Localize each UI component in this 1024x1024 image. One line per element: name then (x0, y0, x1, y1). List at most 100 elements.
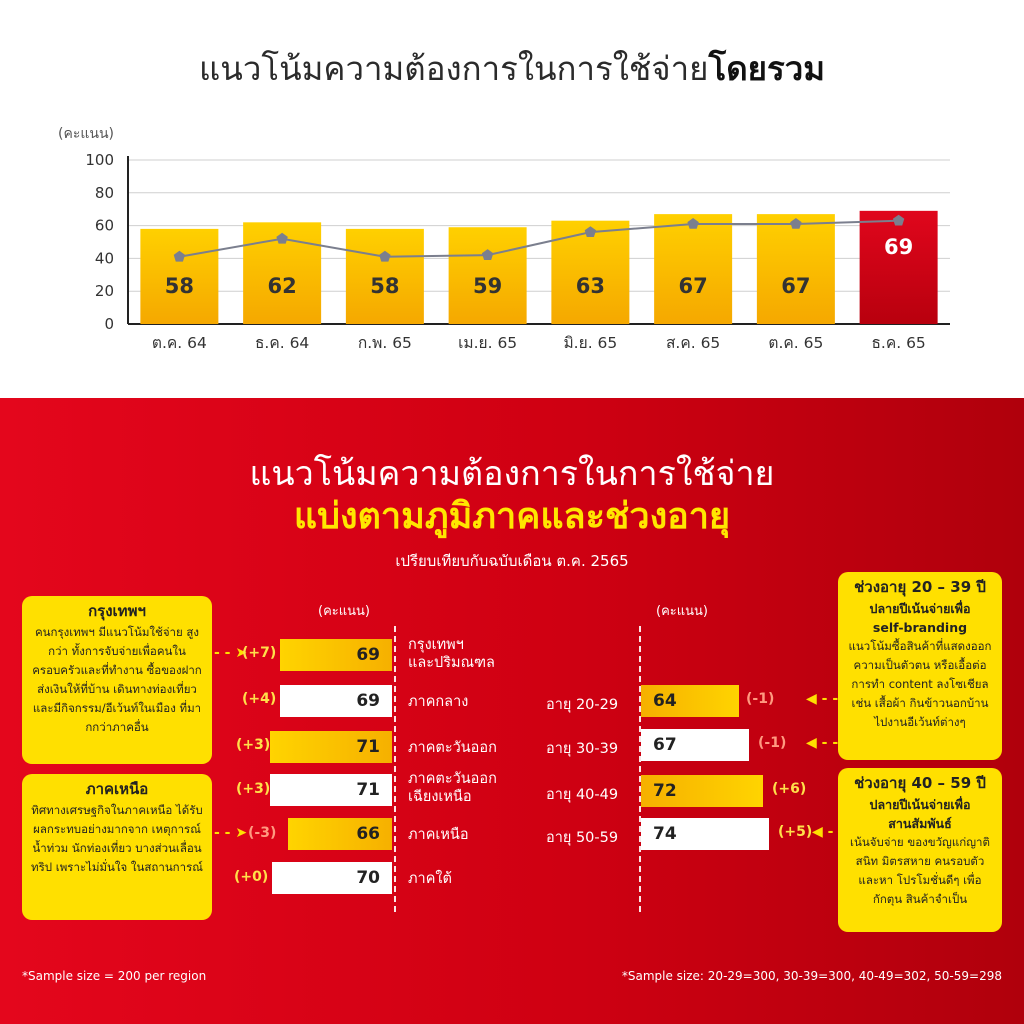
unit-right: (คะแนน) (656, 604, 708, 619)
change-age-50-59: (+5) (778, 824, 813, 840)
footnote-left: *Sample size = 200 per region (22, 969, 207, 983)
arrow-bangkok: - - ➤ (214, 645, 248, 661)
bar-central: 69 (280, 685, 392, 717)
divider-right (639, 626, 641, 912)
bar-age-50-59: 74 (641, 818, 769, 850)
y-tick-label: 60 (95, 217, 114, 235)
trend-point (687, 218, 699, 229)
trend-point (276, 232, 288, 244)
bar (756, 214, 835, 324)
note-age-20-39: ช่วงอายุ 20 – 39 ปี ปลายปีเน้นจ่ายเพื่อ … (838, 572, 1002, 760)
note-age1-body: แนวโน้มซื้อสินค้าที่แสดงออก ความเป็นตัวต… (848, 639, 992, 729)
bar (654, 214, 733, 324)
bar-value-label: 67 (679, 274, 708, 298)
bar-value-label: 58 (165, 274, 194, 298)
note-age1-sub1: ปลายปีเน้นจ่ายเพื่อ (869, 601, 971, 616)
bar-age-30-39: 67 (641, 729, 749, 761)
label-north: ภาคเหนือ (408, 827, 469, 843)
trend-point (379, 250, 391, 262)
label-age-20-29: อายุ 20-29 (546, 697, 619, 713)
trend-point (584, 226, 597, 237)
x-tick-label: ก.พ. 65 (358, 334, 412, 352)
label-central: ภาคกลาง (408, 694, 469, 710)
bar-value-label: 62 (268, 274, 297, 298)
bar-age-40-49: 72 (641, 775, 763, 807)
overall-trend-chart: (คะแนน) 0 20 40 60 80 100 58 ต.ค. 64 62 ธ.ค. 64 58 ก… (58, 126, 950, 352)
arrow-age-20-29: ◀ - - (806, 691, 839, 707)
y-tick-label: 20 (95, 282, 114, 300)
label-south: ภาคใต้ (408, 871, 452, 887)
note-bangkok-body: คนกรุงเทพฯ มีแนวโน้มใช้จ่าย สูงกว่า ทั้ง… (32, 625, 202, 734)
note-age1-sub2: self-branding (872, 620, 968, 635)
x-tick-label: ส.ค. 65 (666, 334, 720, 352)
x-tick-label: มิ.ย. 65 (563, 334, 617, 352)
label-bangkok-text: กรุงเทพฯ และปริมณฑล (408, 637, 495, 671)
trend-point (790, 218, 802, 229)
note-age2-title: ช่วงอายุ 40 – 59 ปี (854, 774, 986, 792)
arrow-age-50-59: ◀ - (812, 824, 834, 840)
change-central: (+4) (242, 691, 277, 707)
breakdown-subtitle: เปรียบเทียบกับฉบับเดือน ต.ค. 2565 (395, 552, 629, 570)
label-east: ภาคตะวันออก (408, 740, 497, 756)
footnote-right: *Sample size: 20-29=300, 30-39=300, 40-4… (621, 969, 1002, 983)
y-tick-label: 0 (104, 315, 114, 333)
bar (345, 228, 424, 324)
x-tick-label: ต.ค. 64 (152, 334, 207, 352)
note-age2-sub2: สานสัมพันธ์ (888, 816, 952, 831)
trend-line (179, 219, 899, 258)
bar-value-label: 59 (473, 274, 502, 298)
overall-section: แนวโน้มความต้องการในการใช้จ่ายโดยรวม (คะ… (0, 0, 1024, 398)
x-tick-label: ธ.ค. 64 (255, 334, 309, 352)
bar-value-label: 63 (576, 274, 605, 298)
change-north: (-3) (248, 825, 277, 841)
change-bangkok: (+7) (242, 645, 277, 661)
trend-point (481, 249, 494, 260)
note-age2-sub1: ปลายปีเน้นจ่ายเพื่อ (869, 797, 971, 812)
note-north-title: ภาคเหนือ (85, 780, 149, 798)
arrow-north: - - ➤ (214, 825, 248, 841)
bar-northeast: 71 (270, 774, 392, 806)
note-age-40-59: ช่วงอายุ 40 – 59 ปี ปลายปีเน้นจ่ายเพื่อ … (838, 768, 1002, 932)
note-age1-title: ช่วงอายุ 20 – 39 ปี (854, 578, 986, 596)
change-age-30-39: (-1) (758, 735, 787, 751)
bar-north: 66 (288, 818, 392, 850)
divider-left (394, 626, 396, 912)
breakdown-title-line2: แบ่งตามภูมิภาคและช่วงอายุ (293, 496, 731, 537)
bar-south: 70 (272, 862, 392, 894)
label-age-50-59: อายุ 50-59 (546, 830, 619, 846)
label-age-40-49: อายุ 40-49 (546, 787, 619, 803)
bar-value-label: 67 (781, 274, 810, 298)
bar (448, 227, 527, 324)
overall-title: แนวโน้มความต้องการในการใช้จ่ายโดยรวม (0, 42, 1024, 95)
change-northeast: (+3) (236, 781, 271, 797)
trend-point (892, 214, 905, 226)
note-north: ภาคเหนือ ทิศทางเศรษฐกิจในภาคเหนือ ได้รับ… (22, 774, 212, 920)
breakdown-title-line1: แนวโน้มความต้องการในการใช้จ่าย (249, 454, 775, 494)
bar-value-label: 58 (370, 274, 399, 298)
note-north-body: ทิศทางเศรษฐกิจในภาคเหนือ ได้รับผลกระทบอย… (31, 803, 203, 874)
change-south: (+0) (234, 869, 269, 885)
bar-bangkok: 69 (280, 639, 392, 671)
label-age-30-39: อายุ 30-39 (546, 741, 619, 757)
bar (140, 228, 219, 324)
x-tick-label: ธ.ค. 65 (871, 334, 925, 352)
y-tick-label: 100 (85, 151, 114, 169)
unit-left: (คะแนน) (318, 604, 370, 619)
overall-title-bold: โดยรวม (708, 49, 826, 88)
y-tick-label: 40 (95, 249, 114, 267)
overall-title-normal: แนวโน้มความต้องการในการใช้จ่าย (198, 49, 709, 88)
x-tick-label: เม.ย. 65 (458, 334, 517, 352)
trend-point (173, 250, 186, 262)
note-bangkok: กรุงเทพฯ คนกรุงเทพฯ มีแนวโน้มใช้จ่าย สูง… (22, 596, 212, 764)
note-age2-body: เน้นจับจ่าย ของขวัญแก่ญาติสนิท มิตรสหาย … (850, 835, 990, 906)
bar-value-label: 69 (884, 235, 913, 259)
label-northeast-text: ภาคตะวันออก เฉียงเหนือ (408, 771, 497, 805)
y-tick-label: 80 (95, 184, 114, 202)
x-tick-label: ต.ค. 65 (768, 334, 823, 352)
change-age-20-29: (-1) (746, 691, 775, 707)
y-axis-label: (คะแนน) (58, 126, 114, 142)
change-east: (+3) (236, 737, 271, 753)
change-age-40-49: (+6) (772, 781, 807, 797)
bar-age-20-29: 64 (641, 685, 739, 717)
arrow-age-30-39: ◀ - - (806, 735, 839, 751)
